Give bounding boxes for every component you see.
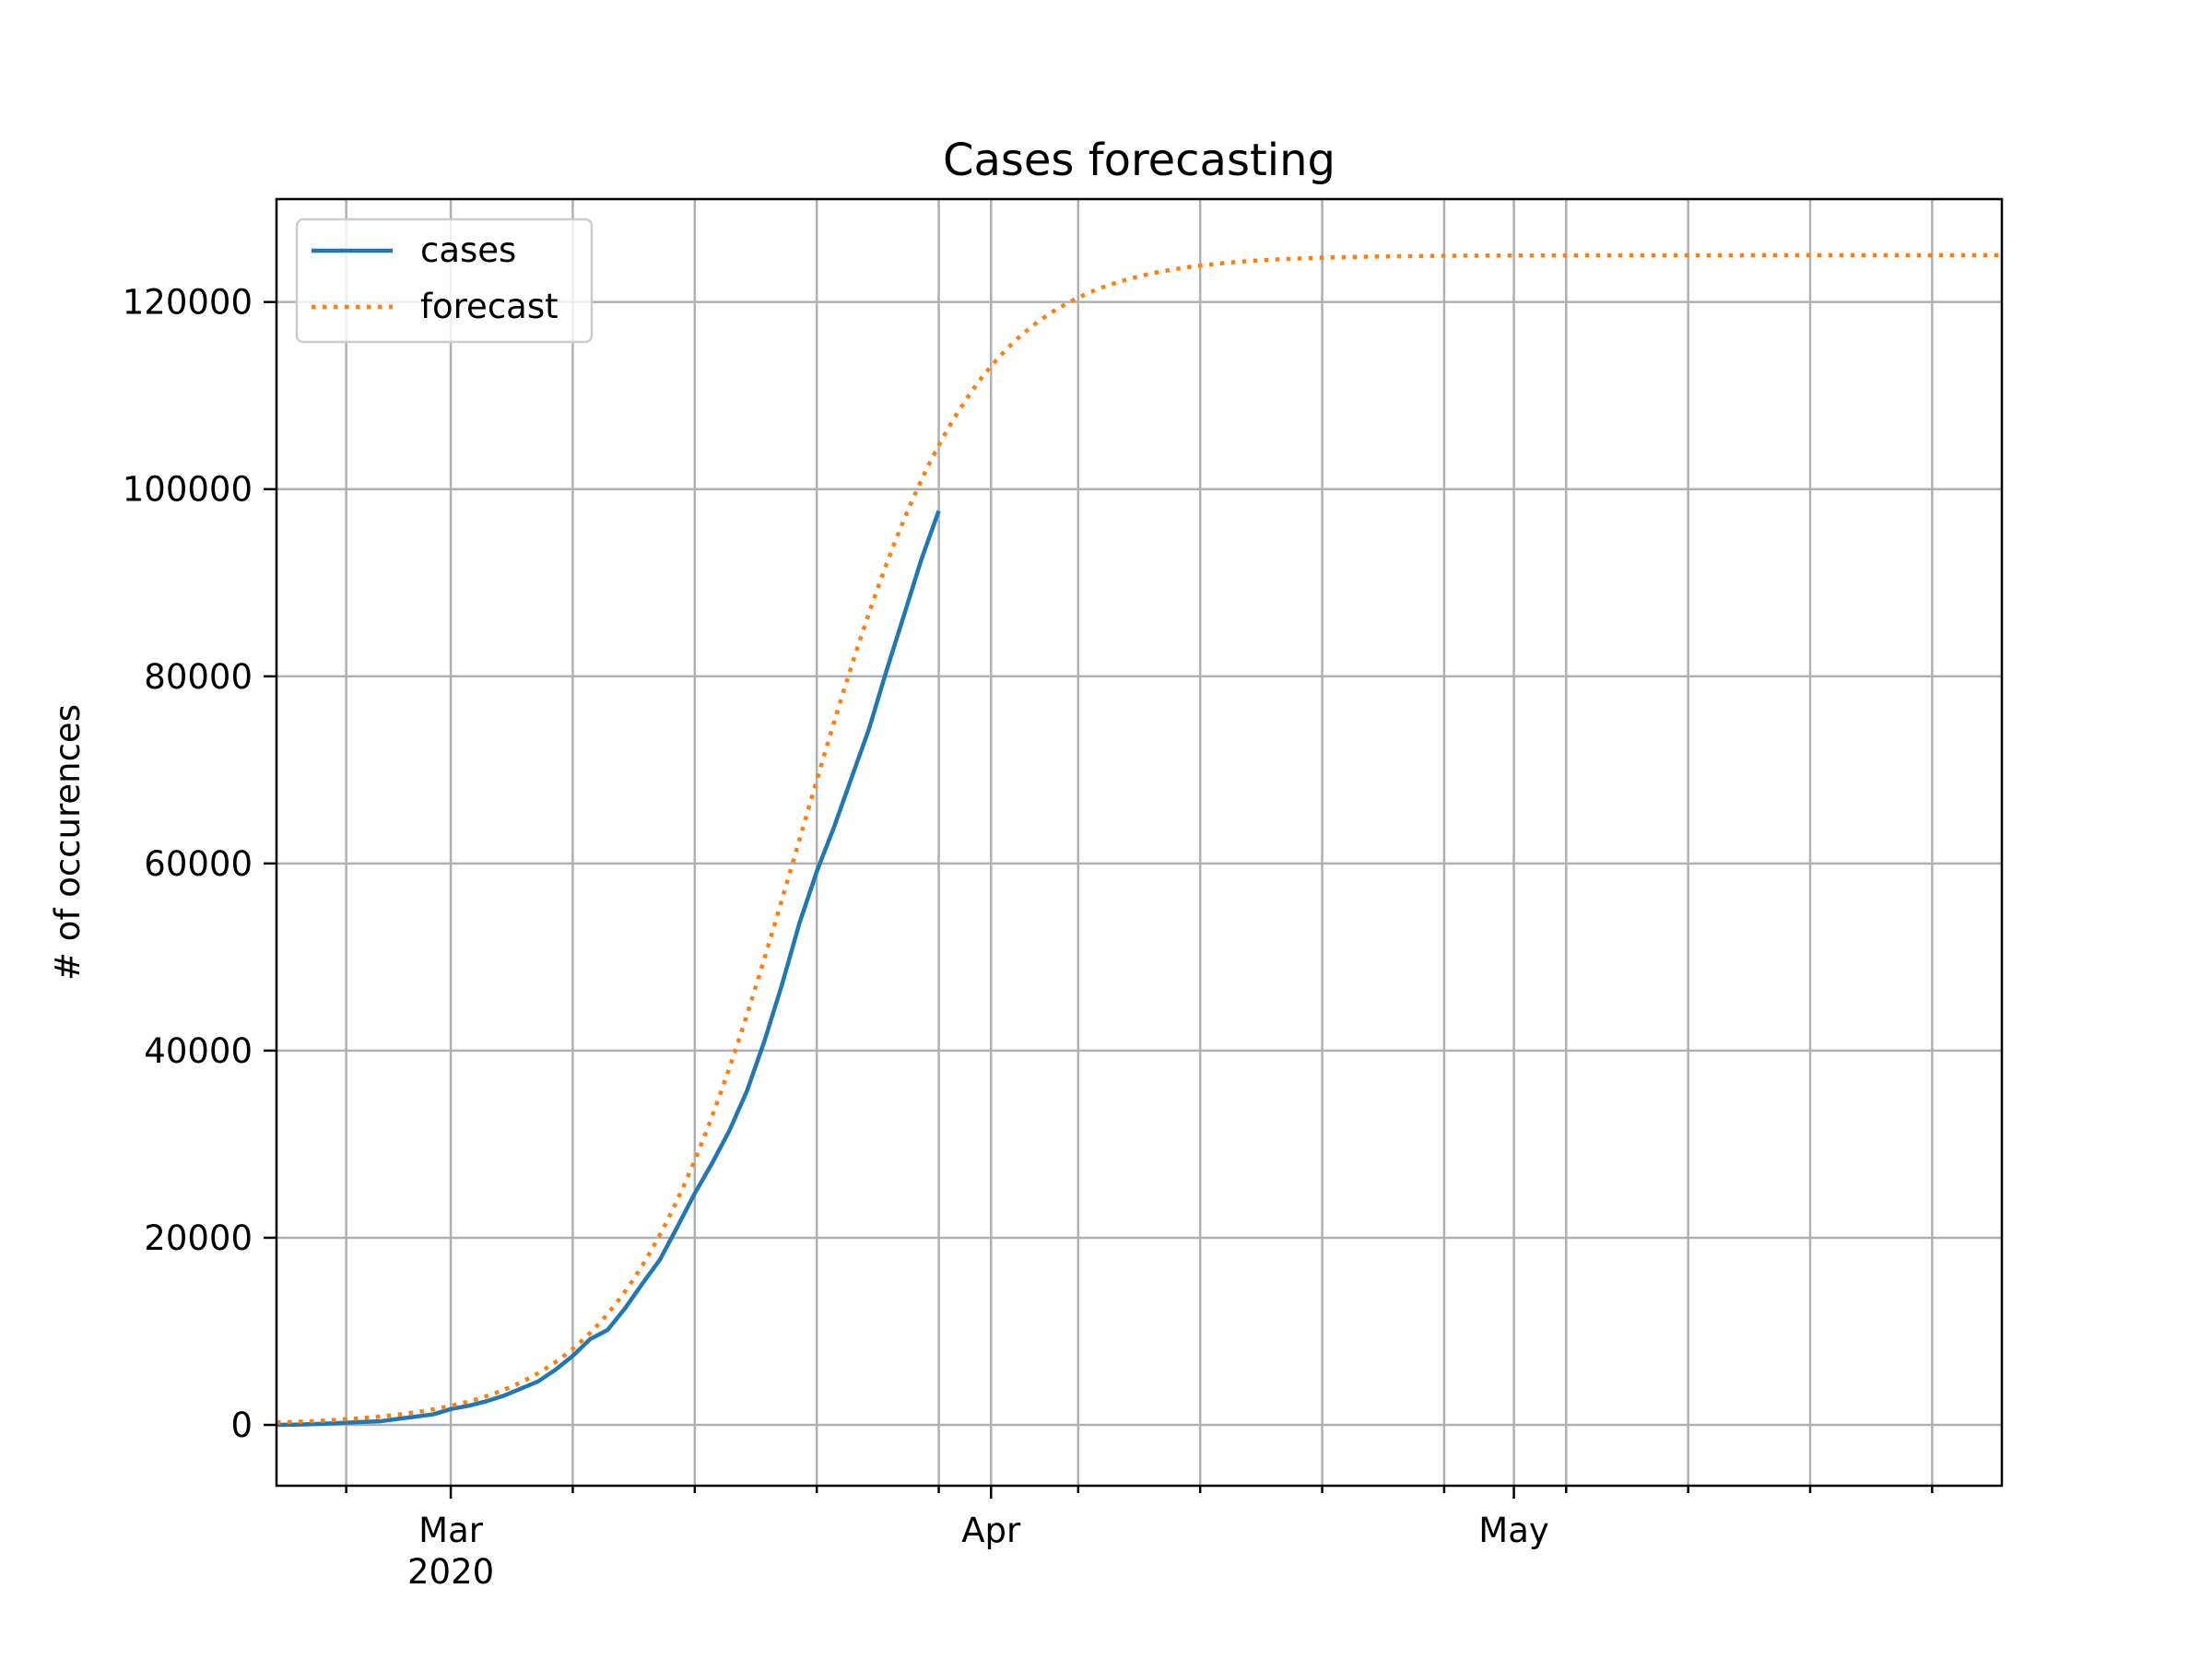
chart-title: Cases forecasting xyxy=(943,135,1335,186)
legend-label-cases: cases xyxy=(420,230,516,270)
series-cases-line xyxy=(276,510,941,1428)
x-tick-label: May xyxy=(1478,1511,1549,1550)
y-tick-label: 100000 xyxy=(123,470,253,510)
y-axis-label: # of occurences xyxy=(48,704,88,981)
x-tick-label: Mar xyxy=(418,1511,484,1550)
grid xyxy=(276,199,2002,1486)
plot-frame xyxy=(275,197,2004,1488)
series-forecast-line xyxy=(276,253,2002,1425)
y-tick-label: 60000 xyxy=(144,844,253,884)
y-tick-label: 20000 xyxy=(144,1218,253,1258)
x-tick-sublabel: 2020 xyxy=(407,1552,494,1592)
x-tick-label: Apr xyxy=(961,1511,1021,1550)
legend: cases forecast xyxy=(295,218,594,344)
series-layer xyxy=(276,253,2002,1428)
y-tick-label: 80000 xyxy=(144,657,253,697)
legend-label-forecast: forecast xyxy=(420,287,559,326)
y-tick-label: 0 xyxy=(230,1406,253,1445)
y-tick-label: 120000 xyxy=(123,283,253,323)
y-tick-label: 40000 xyxy=(144,1031,253,1071)
